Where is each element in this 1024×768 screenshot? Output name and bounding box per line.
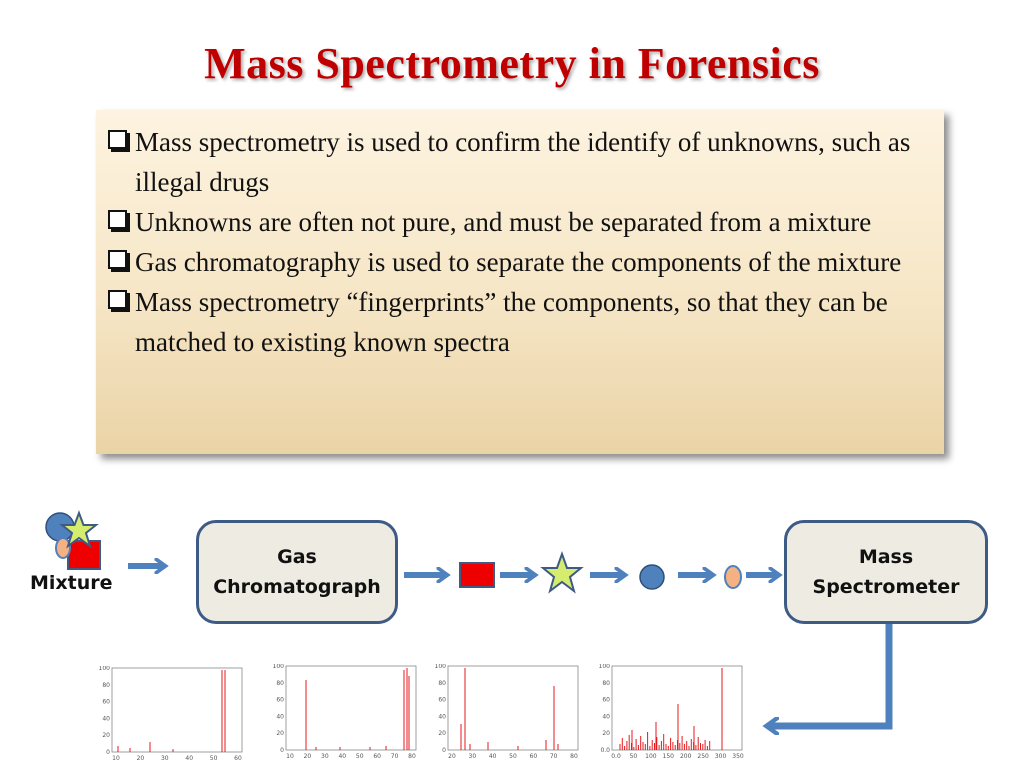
x-tick-label: 50 [630, 753, 638, 760]
y-tick-label: 20 [438, 730, 446, 737]
x-tick-label: 10 [112, 755, 120, 762]
y-tick-label: 40 [102, 715, 110, 722]
checkbox-bullet-icon [108, 130, 127, 149]
gas-chromatograph-label: Gas Chromatograph [196, 542, 398, 602]
y-tick-label: 0 [280, 747, 284, 754]
x-tick-label: 40 [489, 753, 497, 760]
y-tick-label: 80 [602, 680, 610, 687]
x-tick-label: 300 [715, 753, 727, 760]
x-tick-label: 50 [210, 755, 218, 762]
checkbox-bullet-icon [108, 210, 127, 229]
slide-title: Mass Spectrometry in Forensics [204, 39, 820, 88]
y-tick-label: 40 [602, 713, 610, 720]
orange-oval-icon [724, 565, 742, 589]
y-tick-label: 100 [99, 666, 111, 672]
y-tick-label: 0 [442, 747, 446, 754]
gc-label-line1: Gas [277, 546, 317, 568]
spectrum-1: 100 80 60 40 20 010 20 30 40 50 60 [99, 666, 243, 762]
output-arrow-icon [768, 624, 893, 726]
x-tick-label: 20 [137, 755, 145, 762]
y-tick-label: 20 [102, 732, 110, 739]
spectrum-4: 100 80 60 40 20 0.00.0 50 100 150 200 250 300 350 [599, 664, 744, 760]
y-tick-label: 60 [602, 697, 610, 704]
x-tick-label: 80 [570, 753, 578, 760]
bullet-text: Unknowns are often not pure, and must be… [135, 207, 872, 237]
x-tick-label: 200 [680, 753, 692, 760]
x-tick-label: 40 [338, 753, 346, 760]
y-tick-label: 40 [276, 713, 284, 720]
x-tick-label: 150 [663, 753, 675, 760]
yellow-star-icon [59, 510, 99, 549]
red-square-icon [67, 540, 101, 570]
ms-label-line1: Mass [858, 546, 914, 568]
x-tick-label: 60 [530, 753, 538, 760]
orange-oval-icon [55, 537, 71, 559]
spectrum-2: 100 80 60 40 20 010 20 30 40 50 60 70 80 [273, 664, 417, 760]
mass-spectrometer-label: Mass Spectrometer [784, 542, 988, 602]
y-tick-label: 20 [602, 730, 610, 737]
mass-spectrometer-box [784, 520, 988, 624]
y-tick-label: 20 [276, 730, 284, 737]
x-tick-label: 350 [732, 753, 744, 760]
ms-label-line2: Spectrometer [812, 576, 960, 598]
x-tick-label: 100 [645, 753, 657, 760]
x-tick-label: 50 [509, 753, 517, 760]
gc-label-line2: Chromatograph [213, 576, 381, 598]
y-tick-label: 80 [438, 680, 446, 687]
y-tick-label: 100 [273, 664, 285, 670]
x-tick-label: 80 [408, 753, 416, 760]
x-tick-label: 10 [286, 753, 294, 760]
bullet-text: Gas chromatography is used to separate t… [135, 247, 902, 277]
x-tick-label: 60 [373, 753, 381, 760]
bullet-box: Mass spectrometry is used to confirm the… [96, 110, 944, 454]
x-tick-label: 20 [304, 753, 312, 760]
bullet-item: Unknowns are often not pure, and must be… [108, 202, 926, 242]
x-tick-label: 70 [391, 753, 399, 760]
x-tick-label: 40 [185, 755, 193, 762]
bullet-item: Mass spectrometry “fingerprints” the com… [108, 282, 926, 362]
y-tick-label: 40 [438, 713, 446, 720]
bullet-item: Gas chromatography is used to separate t… [108, 242, 926, 282]
red-square-icon [459, 562, 495, 588]
y-tick-label: 0.0 [600, 747, 610, 754]
y-tick-label: 60 [438, 697, 446, 704]
y-tick-label: 60 [102, 699, 110, 706]
blue-circle-icon [639, 564, 665, 590]
y-tick-label: 100 [435, 664, 447, 670]
yellow-star-icon [540, 551, 584, 594]
x-tick-label: 30 [469, 753, 477, 760]
bullet-item: Mass spectrometry is used to confirm the… [108, 122, 926, 202]
x-tick-label: 20 [448, 753, 456, 760]
x-tick-label: 30 [161, 755, 169, 762]
x-tick-label: 50 [356, 753, 364, 760]
y-tick-label: 100 [599, 664, 611, 670]
checkbox-bullet-icon [108, 290, 127, 309]
y-tick-label: 60 [276, 697, 284, 704]
y-tick-label: 0 [106, 749, 110, 756]
x-tick-label: 250 [697, 753, 709, 760]
bullet-text: Mass spectrometry “fingerprints” the com… [135, 287, 888, 357]
x-tick-label: 60 [234, 755, 242, 762]
mixture-icon [45, 510, 101, 570]
x-tick-label: 70 [550, 753, 558, 760]
x-tick-label: 30 [321, 753, 329, 760]
x-tick-label: 0.0 [611, 753, 621, 760]
gas-chromatograph-box [196, 520, 398, 624]
y-tick-label: 80 [102, 682, 110, 689]
bullet-text: Mass spectrometry is used to confirm the… [135, 127, 911, 197]
mixture-label: Mixture [30, 572, 113, 594]
y-tick-label: 80 [276, 680, 284, 687]
checkbox-bullet-icon [108, 250, 127, 269]
